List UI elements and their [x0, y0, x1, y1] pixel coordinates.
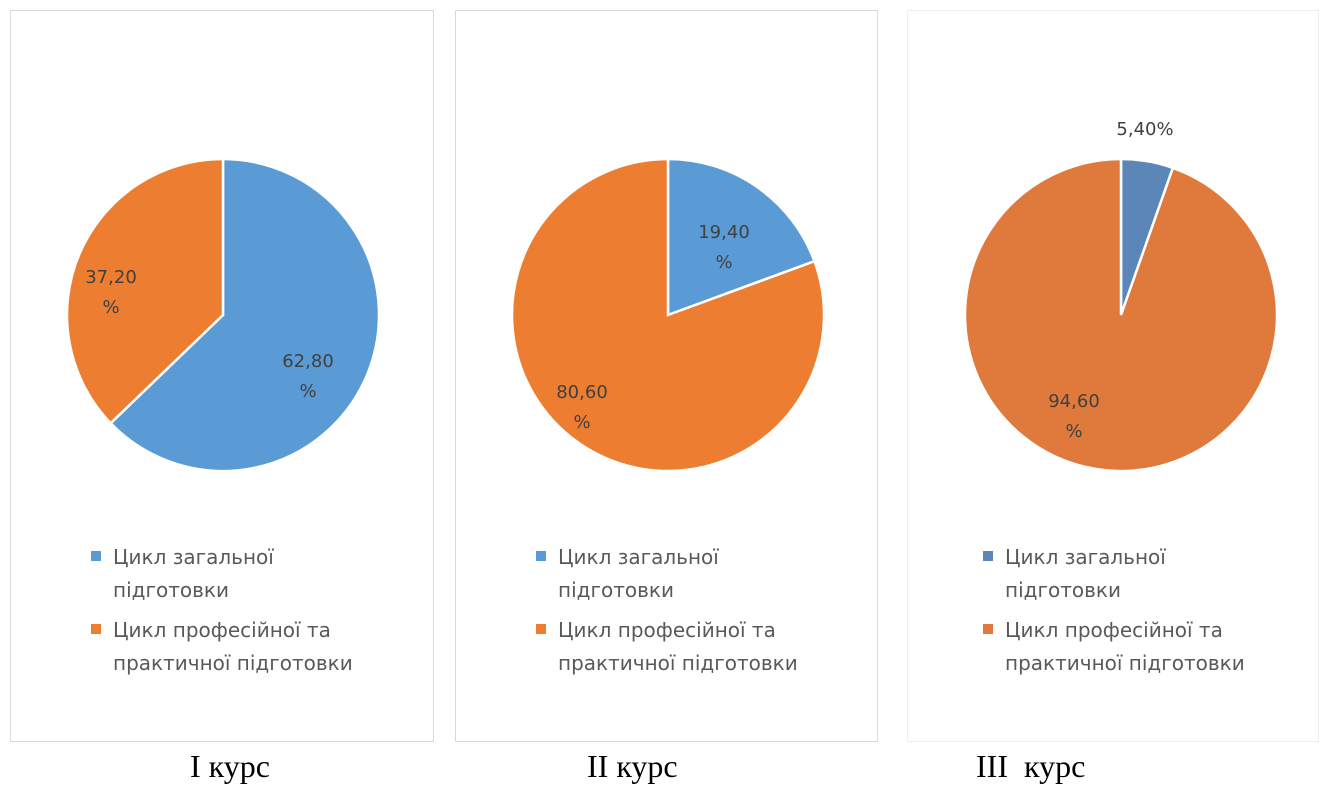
legend-label-general-line2: підготовки: [558, 578, 674, 602]
legend-swatch-professional: [536, 624, 546, 634]
legend-label-general-line1: Цикл загальної: [1005, 545, 1166, 569]
legend-label-general-line1: Цикл загальної: [558, 545, 719, 569]
legend-item-professional: Цикл професійної та практичної підготовк…: [536, 614, 798, 680]
pie-chart-1: 62,80 % 37,20%: [65, 157, 381, 473]
legend-label-professional-line2: практичної підготовки: [113, 651, 353, 675]
pie-slice-general: [108, 157, 381, 473]
pie-slice-general: [666, 157, 817, 317]
legend-swatch-professional: [91, 624, 101, 634]
chart-panel-3: 5,40% 94,60% Цикл загальної підготовки Ци…: [907, 10, 1319, 742]
caption-3: ІІІ курс: [976, 748, 1086, 784]
legend-swatch-professional: [983, 624, 993, 634]
chart-panel-1: 62,80% 37,20% Цикл загальної підготовки Ц…: [10, 10, 434, 742]
legend-swatch-general: [536, 551, 546, 561]
legend-label-professional-line2: практичної підготовки: [558, 651, 798, 675]
legend-item-general: Цикл загальної підготовки: [983, 541, 1245, 607]
legend-item-general: Цикл загальної підготовки: [91, 541, 353, 607]
caption-1: І курс: [190, 748, 270, 784]
legend-label-professional-line1: Цикл професійної та: [1005, 618, 1223, 642]
legend-label-general-line2: підготовки: [113, 578, 229, 602]
data-label-general: 19,40%: [698, 222, 750, 273]
data-label-professional: 80,60%: [556, 382, 608, 433]
legend-label-professional-line1: Цикл професійної та: [558, 618, 776, 642]
pie-slice-professional: [510, 157, 826, 473]
pie-slice-professional: [963, 157, 1279, 473]
legend-swatch-general: [91, 551, 101, 561]
legend-swatch-general: [983, 551, 993, 561]
data-label-professional: 94,60%: [1048, 391, 1100, 442]
pie-chart-3: 5,40% 94,60%: [963, 119, 1279, 473]
legend-label-general-line2: підготовки: [1005, 578, 1121, 602]
legend-label-general-line1: Цикл загальної: [113, 545, 274, 569]
legend-1: Цикл загальної підготовки Цикл професійн…: [91, 541, 353, 687]
legend-3: Цикл загальної підготовки Цикл професійн…: [983, 541, 1245, 687]
legend-label-professional-line2: практичної підготовки: [1005, 651, 1245, 675]
data-label-professional: 37,20%: [85, 267, 137, 318]
legend-label-professional-line1: Цикл професійної та: [113, 618, 331, 642]
legend-item-general: Цикл загальної підготовки: [536, 541, 798, 607]
legend-item-professional: Цикл професійної та практичної підготовк…: [983, 614, 1245, 680]
caption-2: ІІ курс: [587, 748, 678, 784]
pie-chart-2: 19,40 % 80,60%: [510, 157, 826, 473]
legend-2: Цикл загальної підготовки Цикл професійн…: [536, 541, 798, 687]
legend-item-professional: Цикл професійної та практичної підготовк…: [91, 614, 353, 680]
pie-slice-professional: [65, 157, 225, 425]
data-label-general: 5,40%: [1116, 119, 1173, 140]
data-label-general: 62,80%: [282, 351, 334, 402]
chart-panel-2: 19,40% 80,60% Цикл загальної підготовки Ц…: [455, 10, 878, 742]
